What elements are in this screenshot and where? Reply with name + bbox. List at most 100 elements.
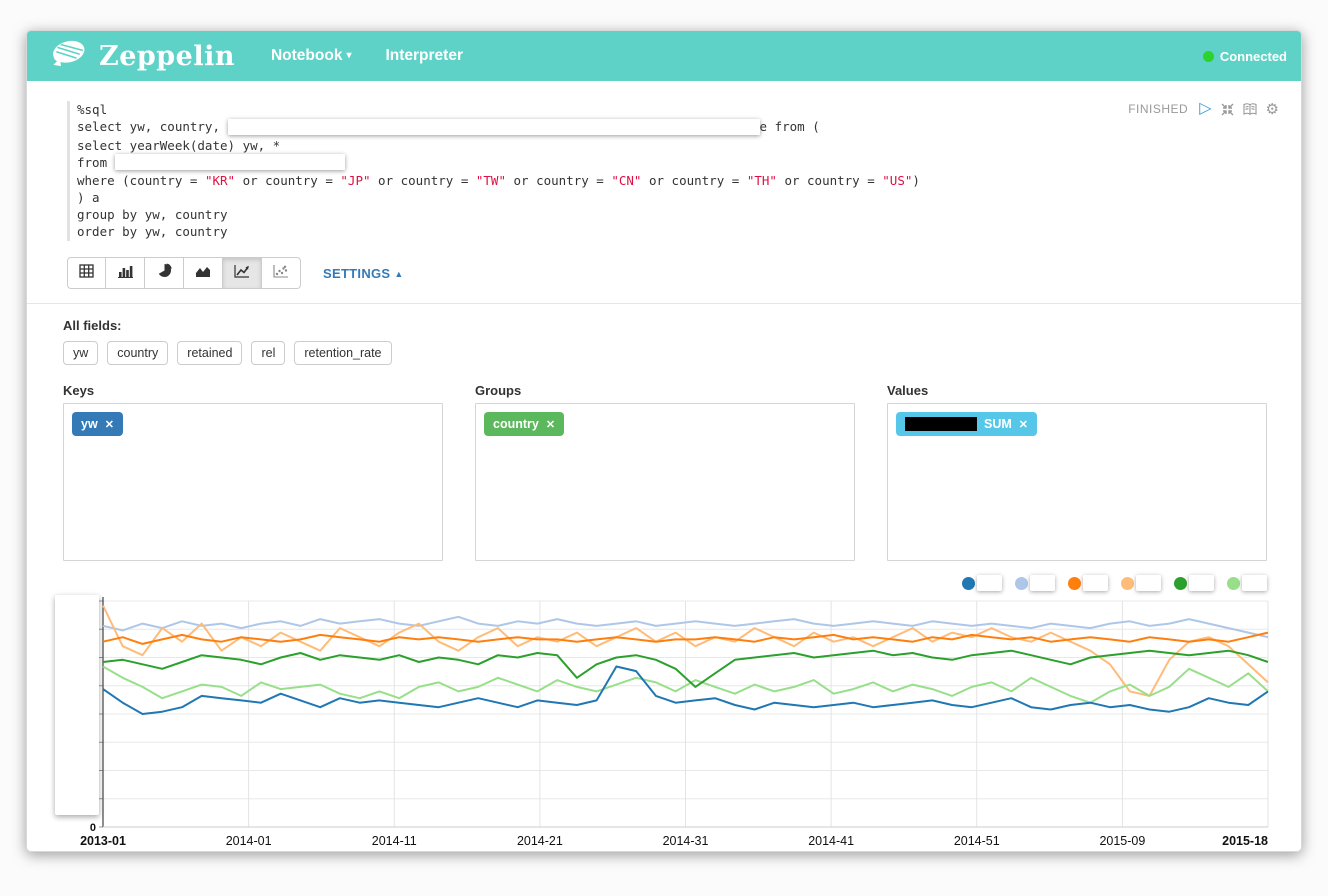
nav-notebook[interactable]: Notebook ▾	[270, 47, 352, 64]
sql-paragraph: FINISHED ▷ ⚙ %sql select yw, country, e …	[27, 81, 1301, 289]
legend-dot	[1068, 576, 1081, 590]
keys-dropzone[interactable]: yw ✕	[63, 403, 443, 561]
area-chart-button[interactable]	[184, 257, 223, 289]
table-chart-button[interactable]	[67, 257, 106, 289]
series-1-line	[102, 665, 1269, 715]
remove-icon[interactable]: ✕	[545, 418, 556, 431]
svg-text:0: 0	[90, 822, 96, 834]
chart-section: 2013-01 2014-01 2014-11 2014-21 2014-31 2014-…	[27, 575, 1301, 851]
legend-item-4[interactable]	[1121, 575, 1161, 591]
connected-status-icon	[1202, 50, 1214, 62]
brand-title: Zeppelin	[99, 40, 235, 72]
sql-string-literal: "JP"	[340, 173, 371, 188]
value-field-redaction-box	[905, 417, 977, 431]
field-chip-country[interactable]: country	[107, 341, 169, 365]
line-chart-canvas[interactable]: 2013-01 2014-01 2014-11 2014-21 2014-31 2014-…	[53, 595, 1301, 851]
svg-text:2013-01: 2013-01	[80, 834, 126, 848]
values-chip-redacted-sum[interactable]: SUM ✕	[896, 412, 1037, 436]
field-chip-retention-rate[interactable]: retention_rate	[294, 341, 392, 365]
all-fields-label: All fields:	[63, 318, 122, 333]
show-editor-icon[interactable]	[1242, 102, 1257, 116]
collapse-icon[interactable]	[1221, 103, 1234, 116]
bar-chart-button[interactable]	[106, 257, 145, 289]
all-fields-list: yw country retained rel retention_rate	[63, 341, 1267, 365]
svg-text:2014-21: 2014-21	[517, 834, 563, 848]
sql-string-literal: "CN"	[611, 173, 642, 188]
svg-text:2014-51: 2014-51	[954, 834, 1000, 848]
keys-label: Keys	[63, 383, 95, 398]
navbar: Zeppelin Notebook ▾ Interpreter Connected	[27, 31, 1301, 81]
legend-label-redaction-box	[1242, 575, 1267, 591]
legend-item-5[interactable]	[1174, 575, 1214, 591]
field-chip-rel[interactable]: rel	[251, 341, 286, 365]
keys-chip-yw[interactable]: yw ✕	[72, 412, 123, 436]
y-axis-redaction-box	[55, 595, 99, 815]
series-2-line	[102, 615, 1269, 639]
chevron-up-icon: ▲	[394, 268, 404, 279]
sql-string-literal: "TH"	[746, 173, 777, 188]
chart-legend	[27, 575, 1267, 591]
svg-text:2014-01: 2014-01	[226, 834, 272, 848]
svg-text:2014-41: 2014-41	[808, 834, 854, 848]
legend-label-redaction-box	[1030, 575, 1055, 591]
zeppelin-window: Zeppelin Notebook ▾ Interpreter Connected…	[26, 30, 1302, 852]
field-chip-yw[interactable]: yw	[63, 341, 99, 365]
settings-panel: All fields: yw country retained rel rete…	[27, 304, 1301, 561]
groups-label: Groups	[475, 383, 522, 398]
sql-string-literal: "KR"	[204, 173, 236, 188]
legend-item-2[interactable]	[1015, 575, 1055, 591]
code-redaction-box	[114, 154, 345, 170]
remove-icon[interactable]: ✕	[104, 418, 114, 431]
series-6-line	[102, 665, 1269, 704]
settings-toggle[interactable]: SETTINGS ▲	[323, 265, 404, 281]
pie-chart-button[interactable]	[145, 257, 184, 289]
scatter-chart-icon	[273, 264, 289, 283]
legend-dot	[1227, 576, 1240, 590]
divider	[27, 303, 1301, 304]
chart-area[interactable]: 2013-01 2014-01 2014-11 2014-21 2014-31 2014-…	[27, 595, 1301, 851]
legend-item-3[interactable]	[1068, 575, 1108, 591]
field-chip-retained[interactable]: retained	[177, 341, 243, 365]
svg-text:2015-18: 2015-18	[1222, 834, 1268, 848]
legend-item-1[interactable]	[962, 575, 1002, 591]
brand[interactable]: Zeppelin	[45, 37, 235, 76]
paragraph-controls: FINISHED ▷ ⚙	[1128, 101, 1279, 117]
series-3-line	[102, 631, 1269, 645]
legend-dot	[1174, 576, 1187, 590]
groups-dropzone[interactable]: country ✕	[475, 403, 855, 561]
values-label: Values	[887, 383, 929, 398]
legend-dot	[962, 576, 975, 590]
table-icon	[79, 263, 94, 283]
scatter-chart-button[interactable]	[262, 257, 301, 289]
legend-item-6[interactable]	[1227, 575, 1267, 591]
svg-text:2015-09: 2015-09	[1099, 834, 1145, 848]
connected-status-label: Connected	[1219, 48, 1287, 64]
pie-chart-icon	[157, 263, 172, 283]
line-chart-button[interactable]	[223, 257, 262, 289]
sql-string-literal: "US"	[882, 173, 913, 188]
remove-icon[interactable]: ✕	[1018, 418, 1028, 431]
svg-text:2014-11: 2014-11	[372, 834, 417, 848]
legend-dot	[1015, 576, 1028, 590]
legend-dot	[1121, 576, 1134, 590]
values-dropzone[interactable]: SUM ✕	[887, 403, 1267, 561]
line-chart-icon	[234, 264, 250, 283]
chevron-down-icon: ▾	[346, 50, 352, 61]
sql-where-line: where (country = "KR" or country = "JP" …	[77, 173, 920, 188]
legend-label-redaction-box	[977, 575, 1002, 591]
zeppelin-logo-icon	[45, 37, 91, 76]
sql-code-editor[interactable]: %sql select yw, country, e from ( select…	[67, 101, 1277, 241]
legend-label-redaction-box	[1136, 575, 1161, 591]
gear-icon[interactable]: ⚙	[1265, 100, 1279, 118]
paragraph-status: FINISHED	[1128, 102, 1189, 116]
nav-interpreter[interactable]: Interpreter	[385, 47, 463, 64]
visualization-toolbar: SETTINGS ▲	[67, 257, 1277, 289]
legend-label-redaction-box	[1189, 575, 1214, 591]
groups-chip-country[interactable]: country ✕	[484, 412, 565, 436]
svg-text:2014-31: 2014-31	[663, 834, 709, 848]
run-paragraph-icon[interactable]: ▷	[1199, 100, 1212, 117]
code-redaction-box	[227, 118, 760, 135]
sql-string-literal: "TW"	[475, 173, 506, 188]
bar-chart-icon	[117, 264, 133, 283]
area-chart-icon	[195, 264, 211, 283]
